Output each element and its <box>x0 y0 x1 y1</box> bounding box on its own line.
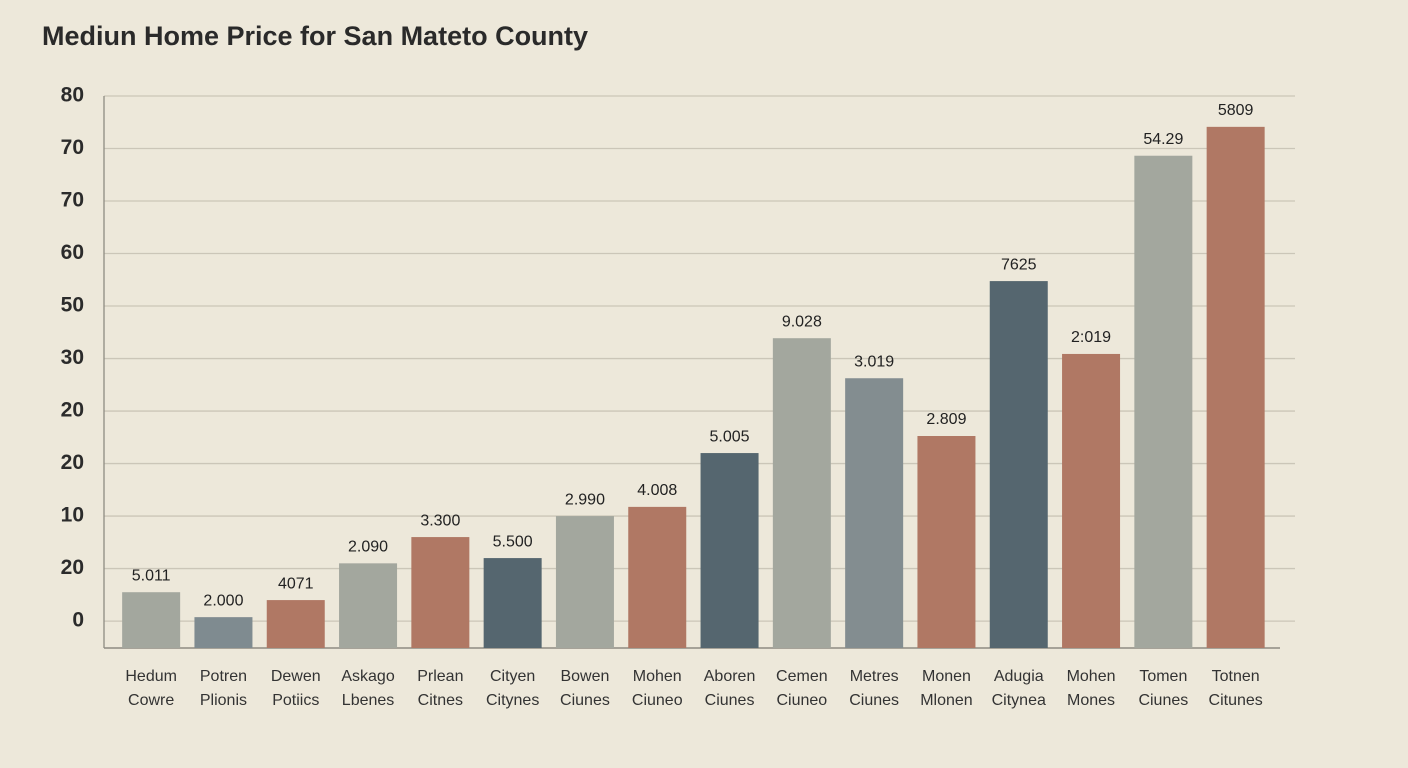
data-label: 54.29 <box>1143 131 1183 148</box>
y-tick-label: 0 <box>72 609 84 632</box>
x-tick-label: Mohen <box>1067 668 1116 685</box>
y-tick-label: 80 <box>61 84 84 107</box>
x-tick-label: Citnes <box>418 692 463 709</box>
x-tick-label: Hedum <box>125 668 177 685</box>
bar <box>411 537 470 648</box>
bar <box>700 453 759 648</box>
data-label: 2.809 <box>926 411 966 428</box>
data-label: 5.500 <box>493 533 533 550</box>
data-label: 5809 <box>1218 102 1254 119</box>
bar <box>339 563 398 648</box>
x-tick-label: Ciunes <box>705 692 755 709</box>
bar <box>1062 353 1121 648</box>
data-label: 2.000 <box>203 592 243 609</box>
bar <box>1206 126 1265 648</box>
bar <box>1134 155 1193 649</box>
x-tick-label: Metres <box>850 668 899 685</box>
bar <box>772 338 831 648</box>
x-tick-label: Bowen <box>560 668 609 685</box>
y-tick-label: 10 <box>61 504 84 527</box>
y-tick-label: 50 <box>61 294 84 317</box>
y-tick-label: 20 <box>61 399 84 422</box>
y-tick-label: 70 <box>61 136 84 159</box>
x-tick-label: Askago <box>341 668 394 685</box>
x-tick-label: Citunes <box>1209 692 1263 709</box>
x-tick-label: Cowre <box>128 692 174 709</box>
y-tick-label: 30 <box>61 346 84 369</box>
data-label: 5.005 <box>710 428 750 445</box>
x-tick-label: Totnen <box>1212 668 1260 685</box>
bar <box>628 506 687 648</box>
bar <box>483 558 542 648</box>
x-tick-label: Ciunes <box>1138 692 1188 709</box>
y-tick-label: 70 <box>61 189 84 212</box>
x-tick-label: Monen <box>922 668 971 685</box>
x-tick-label: Lbenes <box>342 692 395 709</box>
x-tick-label: Adugia <box>994 668 1044 685</box>
bar <box>122 592 181 648</box>
x-tick-label: Mones <box>1067 692 1115 709</box>
x-tick-label: Ciuneo <box>776 692 827 709</box>
x-tick-label: Ciuneo <box>632 692 683 709</box>
bar <box>845 378 904 648</box>
x-tick-label: Potren <box>200 668 247 685</box>
data-label: 9.028 <box>782 313 822 330</box>
data-label: 2.090 <box>348 539 388 556</box>
y-tick-label: 20 <box>61 556 84 579</box>
x-tick-label: Citynea <box>992 692 1046 709</box>
x-tick-label: Prlean <box>417 668 463 685</box>
bar <box>989 281 1048 648</box>
bar <box>917 435 976 648</box>
data-label: 3.300 <box>420 512 460 529</box>
data-label: 4071 <box>278 575 314 592</box>
x-tick-label: Aboren <box>704 668 756 685</box>
x-tick-label: Potiics <box>272 692 319 709</box>
x-tick-label: Plionis <box>200 692 247 709</box>
y-tick-label: 20 <box>61 451 84 474</box>
x-tick-label: Dewen <box>271 668 321 685</box>
data-label: 2.990 <box>565 491 605 508</box>
x-tick-label: Cemen <box>776 668 828 685</box>
x-tick-label: Ciunes <box>849 692 899 709</box>
data-label: 4.008 <box>637 482 677 499</box>
bar <box>194 617 253 648</box>
x-tick-label: Mlonen <box>920 692 972 709</box>
x-tick-label: Citynes <box>486 692 539 709</box>
data-label: 2:019 <box>1071 329 1111 346</box>
x-tick-label: Cityen <box>490 668 535 685</box>
y-tick-label: 60 <box>61 241 84 264</box>
x-tick-label: Tomen <box>1139 668 1187 685</box>
chart-title: Mediun Home Price for San Mateto County <box>42 21 588 51</box>
data-label: 5.011 <box>132 567 171 584</box>
x-tick-label: Mohen <box>633 668 682 685</box>
data-label: 3.019 <box>854 353 894 370</box>
bar <box>555 516 614 648</box>
bar <box>266 600 325 648</box>
x-tick-label: Ciunes <box>560 692 610 709</box>
data-label: 7625 <box>1001 256 1037 273</box>
